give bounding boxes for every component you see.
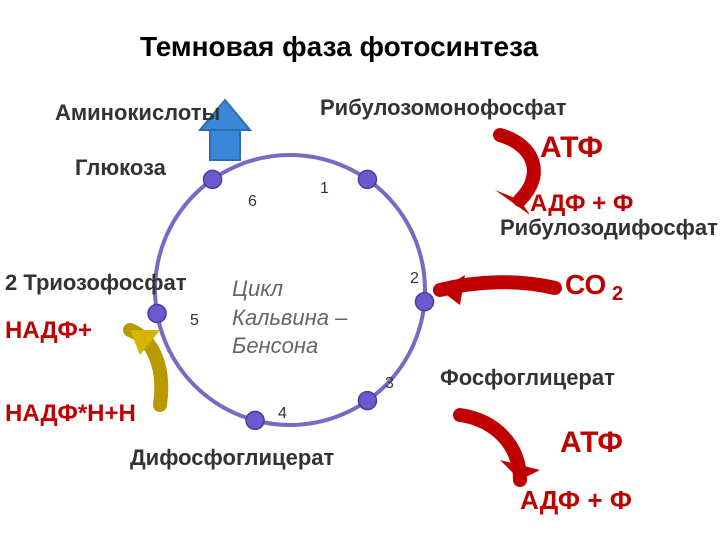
label-glucose: Глюкоза xyxy=(75,155,166,181)
cycle-node-6 xyxy=(204,170,222,188)
atp-to-adp-bottom-arrow-head xyxy=(500,460,540,480)
cycle-node-3 xyxy=(358,392,376,410)
diagram-title: Темновая фаза фотосинтеза xyxy=(140,30,538,64)
node-number-5: 5 xyxy=(190,312,199,330)
cycle-node-4 xyxy=(246,411,264,429)
nadph-to-nadp-arrow-body xyxy=(130,330,161,405)
cycle-label-line3: Бенсона xyxy=(232,333,318,358)
label-amino: Аминокислоты xyxy=(55,100,220,126)
node-number-6: 6 xyxy=(248,193,257,211)
cycle-label-line2: Кальвина – xyxy=(232,305,347,330)
atp-to-adp-bottom-arrow-body xyxy=(460,415,520,480)
node-number-2: 2 xyxy=(410,270,419,288)
nadph-to-nadp-arrow-head xyxy=(130,330,160,355)
label-phosgl: Фосфоглицерат xyxy=(440,365,615,391)
label-rmp: Рибулозомонофосфат xyxy=(320,95,567,121)
label-atp1: АТФ xyxy=(540,130,603,166)
atp-to-adp-top-arrow-head xyxy=(495,190,530,215)
label-nadphh: НАДФ*Н+Н xyxy=(5,400,136,429)
cycle-center-label: Цикл Кальвина – Бенсона xyxy=(232,275,347,361)
label-co2_sub: 2 xyxy=(612,282,623,306)
cycle-label-line1: Цикл xyxy=(232,276,283,301)
node-number-3: 3 xyxy=(385,375,394,393)
label-co2: СО xyxy=(565,268,606,302)
atp-to-adp-top-arrow-body xyxy=(500,135,534,200)
label-adp2: АДФ + Ф xyxy=(520,485,632,516)
label-atp2: АТФ xyxy=(560,425,623,461)
node-number-1: 1 xyxy=(320,180,329,198)
label-diphos: Дифосфоглицерат xyxy=(130,445,334,471)
cycle-node-5 xyxy=(148,304,166,322)
node-number-4: 4 xyxy=(278,405,287,423)
label-rdp: Рибулозодифосфат xyxy=(500,215,718,241)
label-nadp: НАДФ+ xyxy=(5,317,92,346)
cycle-node-2 xyxy=(415,293,433,311)
cycle-node-1 xyxy=(358,170,376,188)
co2-in-arrow-body xyxy=(440,282,555,290)
co2-in-arrow-head xyxy=(440,275,465,305)
label-trioz: 2 Триозофосфат xyxy=(5,270,187,296)
